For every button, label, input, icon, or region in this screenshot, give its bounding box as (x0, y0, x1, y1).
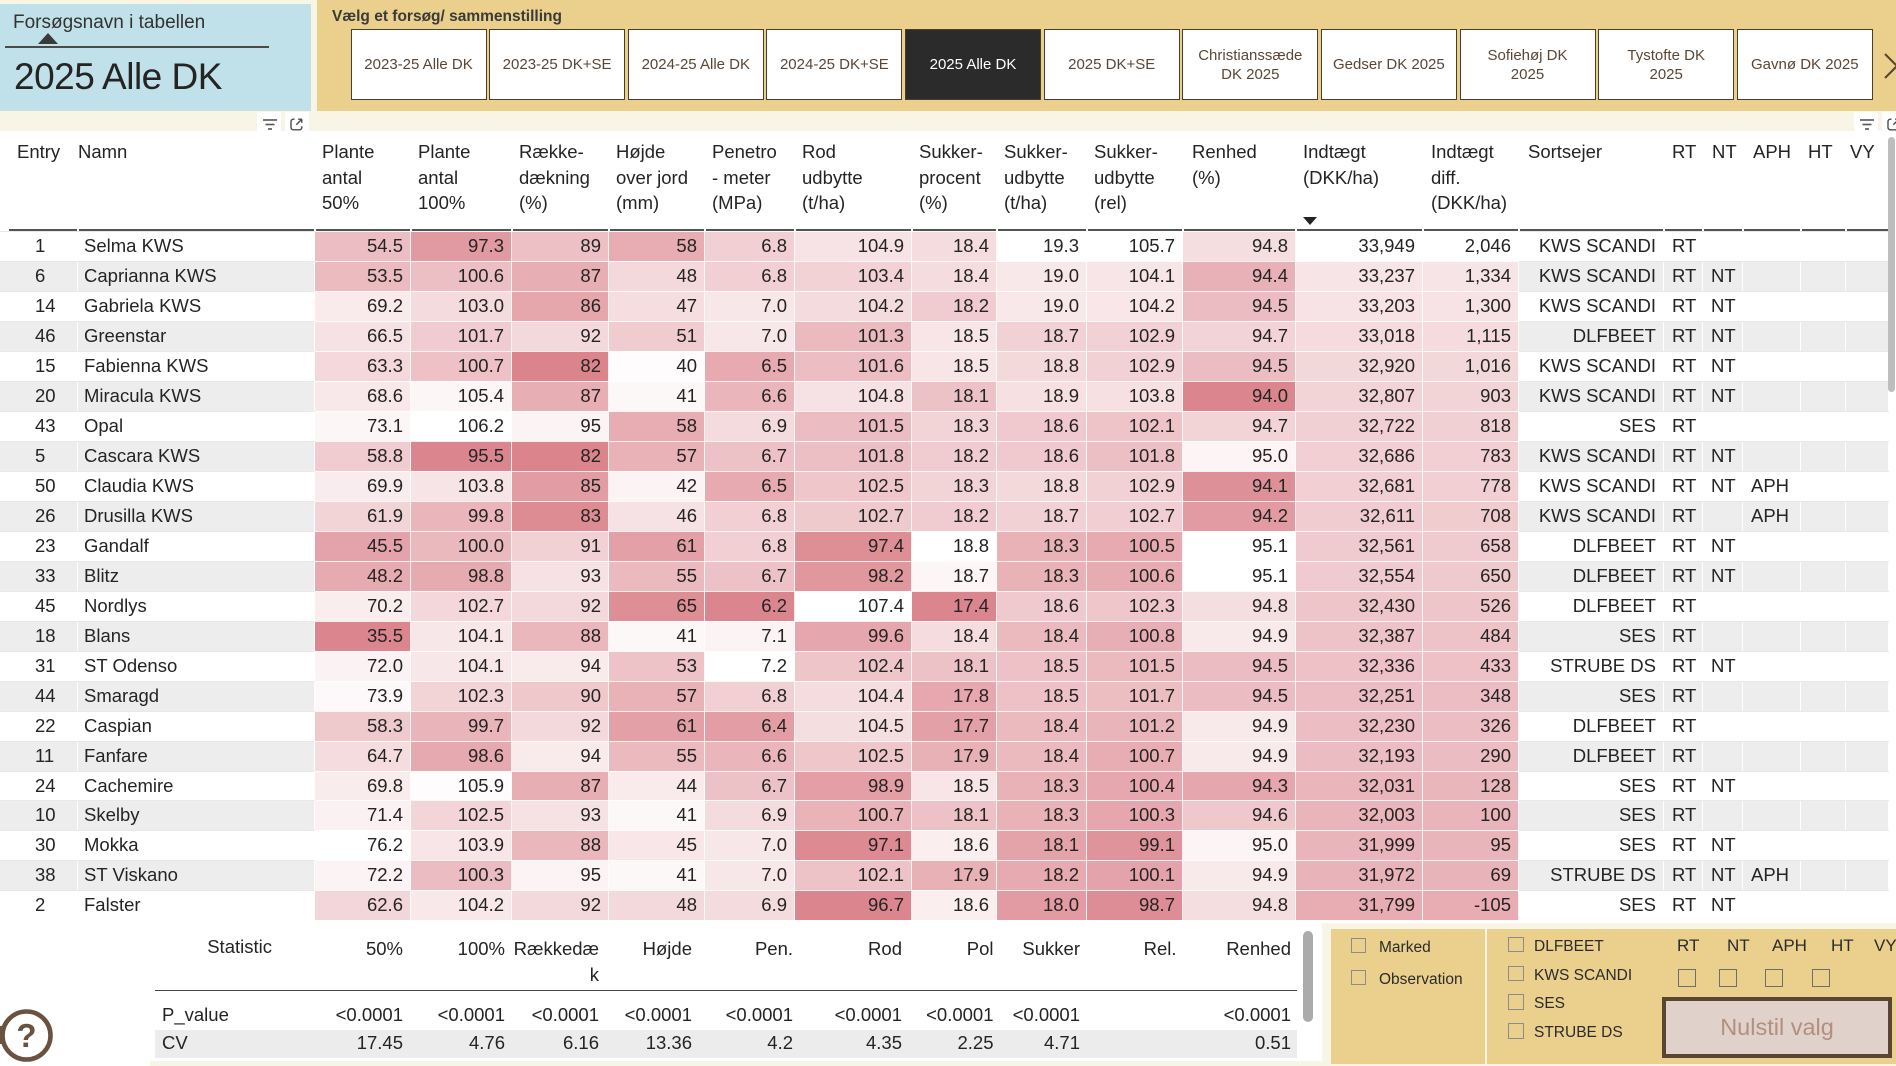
svg-text:?: ? (16, 1017, 36, 1054)
